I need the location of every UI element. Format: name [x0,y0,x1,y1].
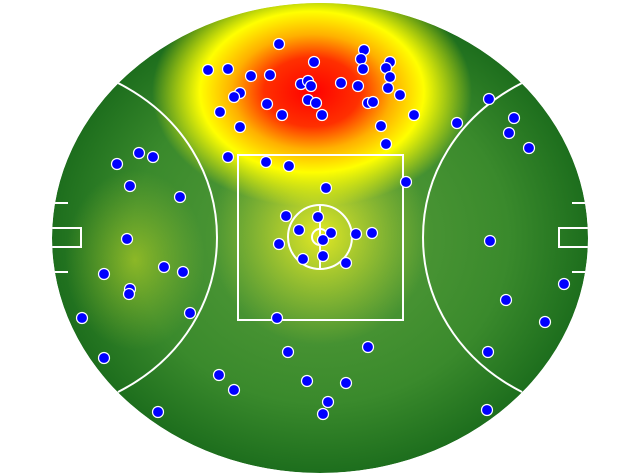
points [75,37,571,421]
point [316,249,330,263]
point [321,395,335,409]
point [557,277,571,291]
point [522,141,536,155]
point [304,79,318,93]
point [502,126,516,140]
point [480,403,494,417]
point [383,70,397,84]
point [122,287,136,301]
point [221,62,235,76]
point [110,157,124,171]
point [212,368,226,382]
point [315,108,329,122]
point [275,108,289,122]
point [339,256,353,270]
point [221,150,235,164]
point [483,234,497,248]
point [399,175,413,189]
point [379,137,393,151]
point [282,159,296,173]
point [374,119,388,133]
point [263,68,277,82]
point [97,267,111,281]
point [146,150,160,164]
point [227,383,241,397]
point [201,63,215,77]
point [481,345,495,359]
point [354,52,368,66]
point [157,260,171,274]
point [272,237,286,251]
point [183,306,197,320]
point [319,181,333,195]
point [316,407,330,421]
point [334,76,348,90]
point [292,223,306,237]
point [176,265,190,279]
point [407,108,421,122]
point [450,116,464,130]
point [227,90,241,104]
point [281,345,295,359]
point [381,81,395,95]
point [75,311,89,325]
point [351,79,365,93]
point [356,62,370,76]
point [324,226,338,240]
point [270,311,284,325]
point [309,96,323,110]
point [123,179,137,193]
point [213,105,227,119]
point [244,69,258,83]
point [233,120,247,134]
point [300,374,314,388]
point [307,55,321,69]
point [538,315,552,329]
point [366,95,380,109]
point [316,233,330,247]
point [151,405,165,419]
point [365,226,379,240]
point [296,252,310,266]
point [499,293,513,307]
point [507,111,521,125]
point [339,376,353,390]
point [279,209,293,223]
point [132,146,146,160]
point [120,232,134,246]
point [173,190,187,204]
point [272,37,286,51]
point [260,97,274,111]
point [482,92,496,106]
point [361,340,375,354]
point [259,155,273,169]
point [311,210,325,224]
point [349,227,363,241]
point [97,351,111,365]
point [393,88,407,102]
